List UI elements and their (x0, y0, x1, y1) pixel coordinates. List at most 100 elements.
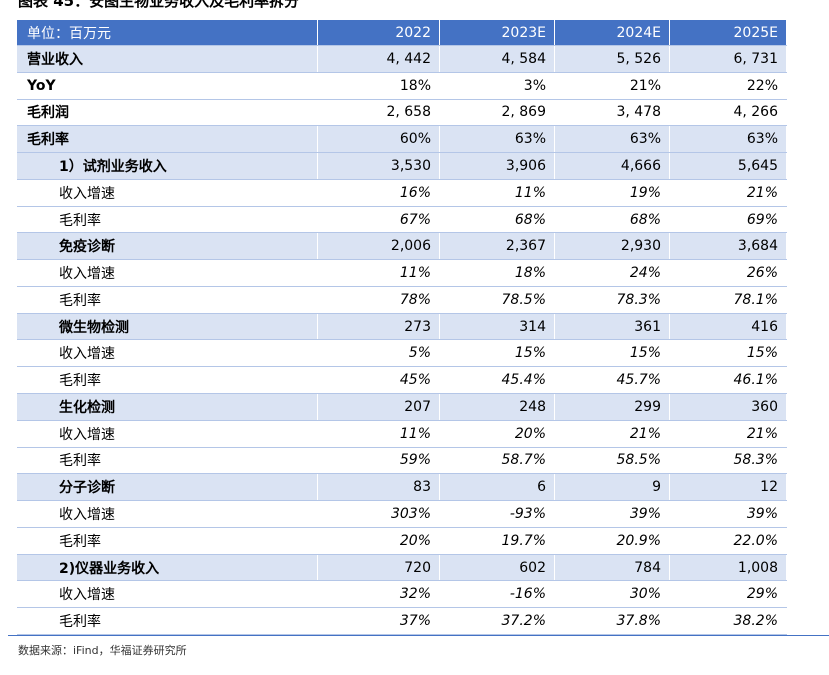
value-cell: 6, 731 (670, 46, 787, 72)
label-cell: 毛利率 (17, 608, 318, 634)
value-cell: 3,684 (670, 233, 787, 260)
value-cell: 2022 (318, 20, 440, 45)
table-row: 收入增速 11% 20% 21% 21% (17, 420, 787, 448)
value-cell: 21% (555, 72, 670, 99)
source: 数据来源：iFind，华福证券研究所 (18, 644, 187, 657)
value-cell: 720 (318, 554, 440, 581)
value-cell: 60% (318, 126, 440, 153)
value-cell: 248 (440, 394, 555, 420)
value-cell: 9 (555, 474, 670, 501)
value-cell: 32% (318, 581, 440, 608)
value-cell: 19.7% (440, 527, 555, 554)
value-cell: 83 (318, 474, 440, 501)
value-cell: 20% (440, 420, 555, 447)
value-cell: 16% (318, 179, 440, 206)
value-cell: 15% (670, 340, 787, 367)
value-cell: 5,645 (670, 153, 787, 179)
value-cell: 58.5% (555, 447, 670, 474)
label-cell: 毛利率 (17, 367, 318, 394)
value-cell: 273 (318, 313, 440, 340)
label-cell: 毛利率 (17, 286, 318, 313)
value-cell: -16% (440, 581, 555, 608)
table-row: 毛利率 20% 19.7% 20.9% 22.0% (17, 527, 787, 555)
label-cell: 营业收入 (17, 46, 318, 72)
value-cell: 78.3% (555, 286, 670, 313)
value-cell: 15% (440, 340, 555, 367)
value-cell: 2, 869 (440, 99, 555, 126)
value-cell: 58.3% (670, 447, 787, 474)
value-cell: 2024E (555, 20, 670, 45)
table-row: 毛利率 45% 45.4% 45.7% 46.1% (17, 367, 787, 395)
table-row: 1）试剂业务收入 3,530 3,906 4,666 5,645 (17, 153, 787, 180)
label-cell: YoY (17, 72, 318, 99)
value-cell: 11% (318, 260, 440, 286)
value-cell: 207 (318, 394, 440, 420)
value-cell: 5, 526 (555, 46, 670, 72)
value-cell: 63% (555, 126, 670, 153)
label-cell: 收入增速 (17, 260, 318, 286)
value-cell: 39% (670, 501, 787, 527)
value-cell: 37.2% (440, 608, 555, 634)
value-cell: 67% (318, 206, 440, 233)
label-cell: 毛利润 (17, 99, 318, 126)
value-cell: 2025E (670, 20, 787, 45)
value-cell: 784 (555, 554, 670, 581)
value-cell: 11% (318, 420, 440, 447)
label-cell: 毛利率 (17, 447, 318, 474)
table-row: 收入增速 303% -93% 39% 39% (17, 501, 787, 528)
table-row: 分子诊断 83 6 9 12 (17, 474, 787, 502)
label-cell: 毛利率 (17, 126, 318, 153)
table-row: 毛利率 59% 58.7% 58.5% 58.3% (17, 447, 787, 475)
table-row: 毛利率 67% 68% 68% 69% (17, 206, 787, 234)
label-cell: 微生物检测 (17, 313, 318, 340)
table-row: 收入增速 11% 18% 24% 26% (17, 260, 787, 287)
value-cell: 78.1% (670, 286, 787, 313)
value-cell: 3, 478 (555, 99, 670, 126)
value-cell: 39% (555, 501, 670, 527)
label-cell: 收入增速 (17, 501, 318, 527)
value-cell: 63% (440, 126, 555, 153)
value-cell: 416 (670, 313, 787, 340)
table-row: 营业收入 4, 442 4, 584 5, 526 6, 731 (17, 46, 787, 73)
label-cell: 收入增速 (17, 420, 318, 447)
label-cell: 收入增速 (17, 340, 318, 367)
value-cell: 4, 266 (670, 99, 787, 126)
value-cell: 5% (318, 340, 440, 367)
value-cell: 30% (555, 581, 670, 608)
value-cell: 4, 584 (440, 46, 555, 72)
table-row: 免疫诊断 2,006 2,367 2,930 3,684 (17, 233, 787, 261)
value-cell: 68% (440, 206, 555, 233)
value-cell: 18% (440, 260, 555, 286)
value-cell: 78.5% (440, 286, 555, 313)
value-cell: 1,008 (670, 554, 787, 581)
value-cell: 2023E (440, 20, 555, 45)
value-cell: 2,930 (555, 233, 670, 260)
value-cell: 3,530 (318, 153, 440, 179)
value-cell: 20.9% (555, 527, 670, 554)
value-cell: 4,666 (555, 153, 670, 179)
label-cell: 免疫诊断 (17, 233, 318, 260)
value-cell: 314 (440, 313, 555, 340)
label-cell: 单位：百万元 (17, 20, 318, 45)
value-cell: 24% (555, 260, 670, 286)
value-cell: 59% (318, 447, 440, 474)
table-row: 收入增速 5% 15% 15% 15% (17, 340, 787, 368)
table-row: 生化检测 207 248 299 360 (17, 394, 787, 421)
value-cell: 602 (440, 554, 555, 581)
table-row: 2)仪器业务收入 720 602 784 1,008 (17, 554, 787, 582)
table-row: 微生物检测 273 314 361 416 (17, 313, 787, 341)
value-cell: 21% (670, 179, 787, 206)
value-cell: 38.2% (670, 608, 787, 634)
label-cell: 分子诊断 (17, 474, 318, 501)
label-cell: 1）试剂业务收入 (17, 153, 318, 179)
label-cell: 毛利率 (17, 206, 318, 233)
value-cell: 303% (318, 501, 440, 527)
value-cell: 2,367 (440, 233, 555, 260)
value-cell: 6 (440, 474, 555, 501)
value-cell: 63% (670, 126, 787, 153)
value-cell: 45.4% (440, 367, 555, 394)
table-row: 收入增速 32% -16% 30% 29% (17, 581, 787, 609)
value-cell: 37.8% (555, 608, 670, 634)
value-cell: 20% (318, 527, 440, 554)
